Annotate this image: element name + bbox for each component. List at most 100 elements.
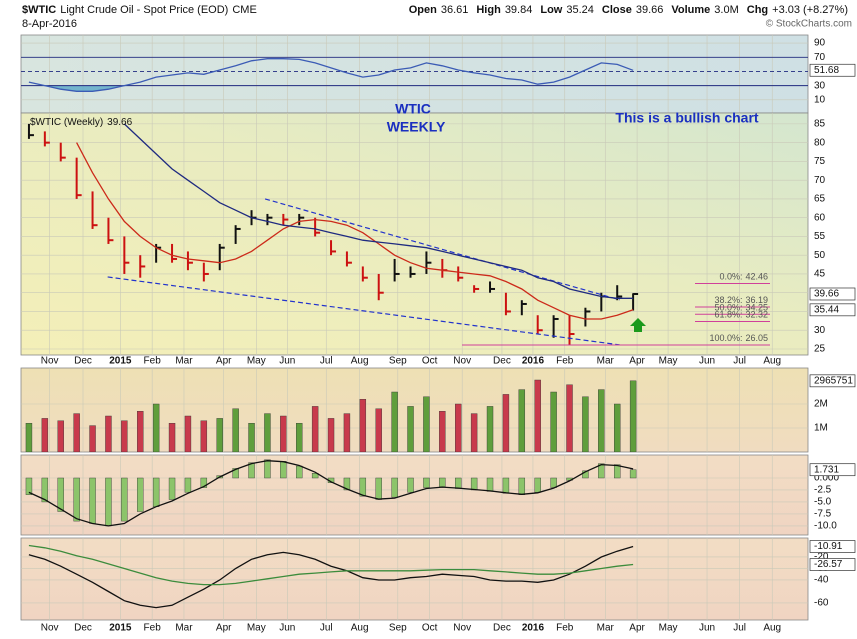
fib-percent: 61.8%:	[714, 310, 742, 320]
bar	[184, 477, 192, 493]
bar	[518, 389, 526, 452]
bar	[550, 477, 557, 488]
y-tick-label: 85	[814, 119, 826, 130]
plot-area	[28, 544, 634, 609]
bar	[296, 423, 303, 452]
chart-header: $WTIC Light Crude Oil - Spot Price (EOD) C…	[22, 4, 257, 16]
bar	[534, 477, 541, 493]
bar	[25, 423, 33, 452]
bar	[391, 477, 398, 498]
bar	[41, 477, 49, 503]
y-tick-label: 60	[814, 212, 826, 223]
x-tick-label: May	[247, 356, 266, 367]
quote-label: Chg	[747, 4, 768, 16]
bar	[248, 462, 255, 479]
bar	[486, 406, 494, 452]
quote-value: 35.24	[566, 4, 594, 16]
x-tick-label: Sep	[389, 623, 407, 634]
y-tick-label: -5.0	[814, 497, 832, 508]
fib-label: 100.0%: 26.05	[709, 333, 768, 343]
quote-value: 39.66	[636, 4, 664, 16]
x-tick-label: Nov	[41, 356, 59, 367]
bar	[168, 477, 176, 500]
x-tick-label: 2016	[522, 356, 545, 367]
bar	[359, 399, 367, 452]
bar	[407, 477, 414, 493]
legend: $WTIC (Weekly) 39.66	[30, 117, 133, 128]
bar	[566, 384, 573, 452]
panels: 9070301051.68858075706560555045403530250…	[20, 34, 856, 634]
series-line	[123, 123, 634, 299]
x-tick-label: Dec	[493, 356, 511, 367]
x-tick-label: Aug	[763, 623, 781, 634]
trendline	[107, 276, 620, 346]
plot-area	[25, 379, 637, 452]
bar	[534, 379, 541, 452]
bar	[629, 380, 637, 452]
bar	[359, 477, 367, 497]
bar	[486, 477, 494, 492]
y-tick-label: -10.0	[814, 521, 837, 532]
y-tick-label: 70	[814, 52, 826, 63]
bar	[248, 423, 255, 452]
up-arrow	[630, 318, 646, 332]
value-box	[809, 303, 856, 317]
fib-label: 61.8%: 32.32	[714, 310, 768, 320]
bar	[550, 391, 557, 452]
bar	[184, 415, 192, 452]
bar	[470, 477, 478, 491]
bar	[57, 420, 64, 452]
y-tick-label: 80	[814, 137, 826, 148]
plot-area	[27, 123, 770, 346]
x-tick-label: Aug	[351, 623, 369, 634]
bar	[502, 394, 510, 452]
x-tick-label: Oct	[422, 623, 438, 634]
bar	[232, 468, 239, 479]
series-line	[28, 545, 634, 609]
x-tick-label: Jul	[320, 623, 333, 634]
x-tick-label: Mar	[597, 623, 615, 634]
y-tick-label: 75	[814, 156, 826, 167]
fib-percent: 38.2%:	[714, 295, 742, 305]
x-tick-label: Apr	[216, 623, 232, 634]
quote-label: Open	[409, 4, 437, 16]
fib-value: 42.46	[745, 272, 768, 282]
quote-value: +3.03 (+8.27%)	[772, 4, 848, 16]
x-tick-label: Feb	[144, 356, 162, 367]
y-tick-label: 70	[814, 175, 826, 186]
value-box-label: -10.91	[814, 541, 843, 552]
quote-value: 3.0M	[714, 4, 738, 16]
plot-area	[21, 56, 808, 92]
x-tick-label: Mar	[175, 356, 193, 367]
x-tick-label: Feb	[556, 356, 574, 367]
bar	[41, 418, 49, 452]
quote-label: High	[476, 4, 501, 16]
value-box-label: -26.57	[814, 559, 843, 570]
bar	[582, 470, 589, 479]
bar	[137, 411, 144, 452]
legend-name: $WTIC (Weekly)	[30, 117, 103, 128]
bar	[598, 463, 605, 479]
y-tick-label: 65	[814, 194, 826, 205]
y-tick-label: 10	[814, 94, 826, 105]
x-tick-label: Apr	[216, 356, 232, 367]
date: 8-Apr-2016	[22, 18, 77, 30]
bar	[121, 477, 128, 522]
x-tick-label: Dec	[493, 623, 511, 634]
fib-value: 32.32	[745, 310, 768, 320]
bar	[200, 477, 208, 488]
x-tick-label: 2015	[109, 356, 132, 367]
legend-value: 39.66	[107, 117, 132, 128]
bar	[89, 425, 96, 452]
bar	[614, 403, 621, 452]
y-tick-label: -2.5	[814, 485, 832, 496]
bar	[73, 477, 80, 522]
fib-percent: 0.0%:	[719, 272, 742, 282]
quote-label: Close	[602, 4, 632, 16]
bar	[423, 477, 430, 488]
quote-value: 39.84	[505, 4, 533, 16]
x-tick-label: Nov	[453, 623, 471, 634]
quote-label: Low	[540, 4, 562, 16]
x-tick-label: Jun	[279, 623, 295, 634]
